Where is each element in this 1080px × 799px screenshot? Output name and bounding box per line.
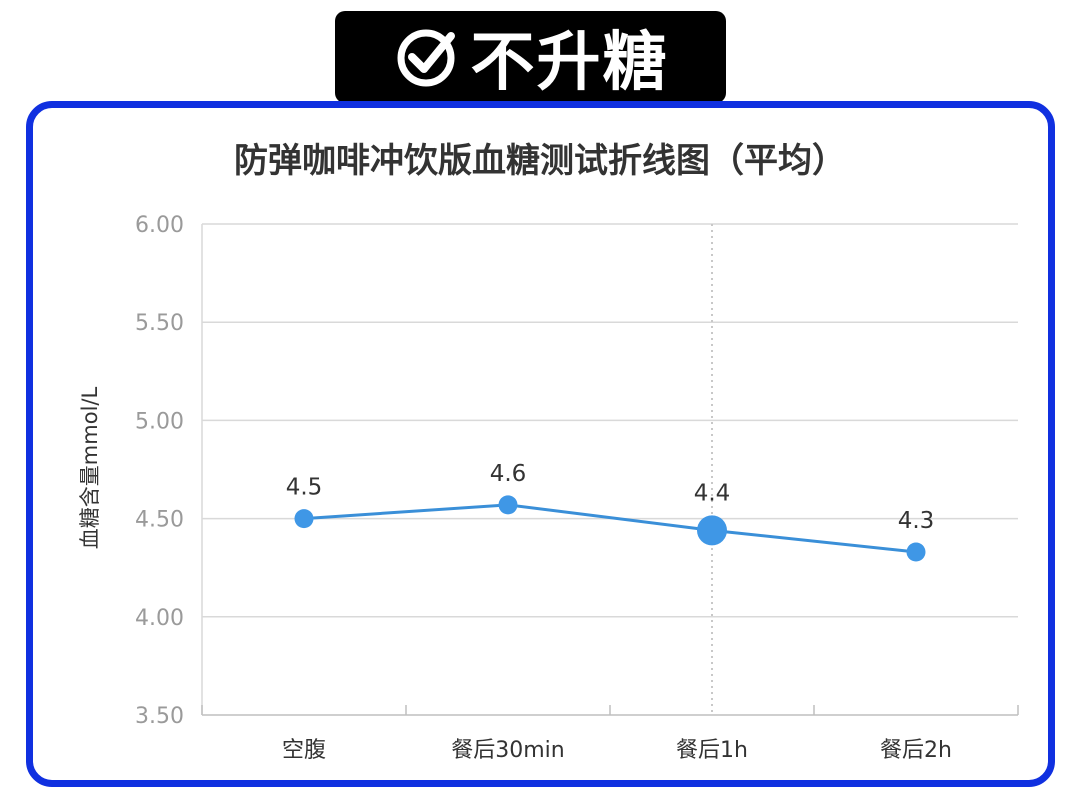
title-badge: 不升糖 [335, 11, 726, 103]
data-label: 4.3 [898, 508, 935, 534]
data-label: 4.4 [694, 480, 731, 506]
x-tick-label: 餐后1h [676, 738, 748, 763]
check-circle-icon [397, 29, 455, 87]
chart-title: 防弹咖啡冲饮版血糖测试折线图（平均） [234, 141, 846, 181]
y-tick-label: 3.50 [135, 704, 184, 729]
x-tick-label: 餐后30min [451, 738, 564, 763]
data-point [697, 515, 727, 546]
data-label: 4.6 [490, 461, 527, 487]
x-tick-label: 餐后2h [880, 738, 952, 763]
badge-label: 不升糖 [470, 26, 669, 100]
data-point [498, 495, 518, 515]
chart-frame [26, 101, 1055, 787]
data-point [906, 542, 926, 562]
tick-layer: 6.00 5.50 5.00 4.50 4.00 3.50 空腹 餐后30min 餐后1h 餐后2… [135, 213, 952, 763]
y-tick-label: 6.00 [135, 213, 184, 238]
data-label: 4.5 [286, 475, 323, 501]
x-tick-label: 空腹 [282, 738, 326, 763]
y-axis-label: 血糖含量mmol/L [78, 387, 102, 550]
series-line [303, 503, 917, 554]
series-layer: 4.5 4.6 4.4 4.3 [286, 461, 935, 562]
grid-layer [201, 223, 1019, 716]
y-tick-label: 5.00 [135, 409, 184, 434]
y-tick-label: 5.50 [135, 311, 184, 336]
data-point [294, 509, 314, 529]
y-tick-label: 4.50 [135, 508, 184, 533]
y-tick-label: 4.00 [135, 606, 184, 631]
